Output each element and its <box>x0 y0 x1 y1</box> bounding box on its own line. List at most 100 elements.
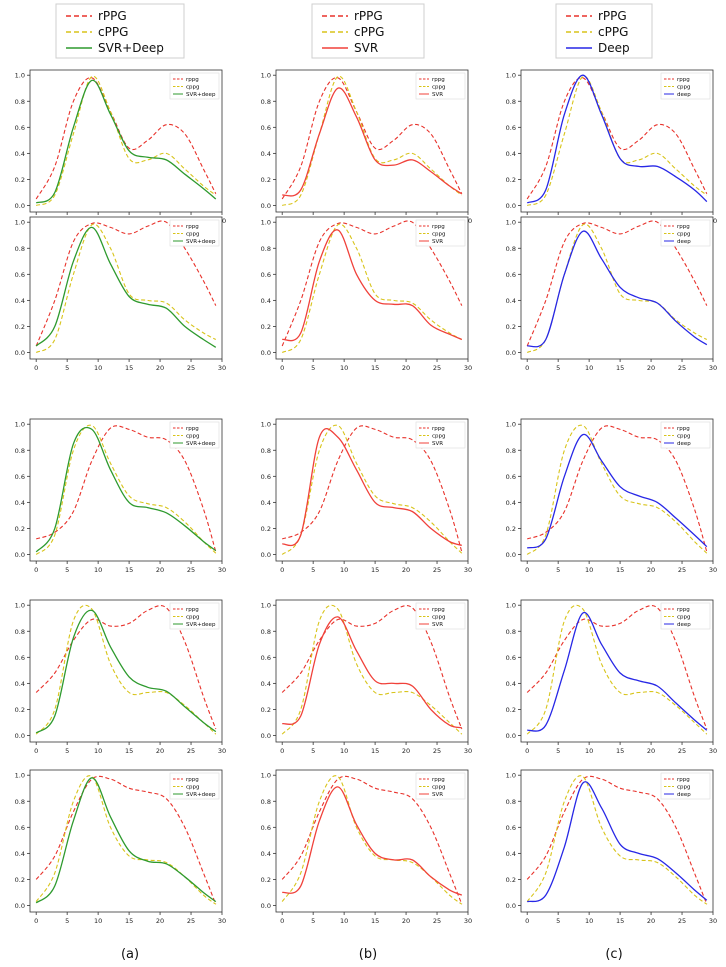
panel-legend-label: cppg <box>432 434 446 440</box>
y-tick-label: 1.0 <box>261 421 271 429</box>
panel-legend-label: cppg <box>186 615 200 621</box>
x-tick-label: 5 <box>311 566 315 574</box>
series-line-cppg <box>526 75 708 207</box>
y-tick-label: 0.6 <box>261 271 271 279</box>
x-tick-label: 5 <box>311 747 315 755</box>
panel-r2-c3: 0.0 0.2 0.4 0.6 0.8 1.0 0 5 10 15 20 25 30 rppg cppgde… <box>506 216 717 372</box>
panel-legend-label: cppg <box>432 615 446 621</box>
series-line-deep <box>526 433 708 549</box>
y-tick-label: 0.2 <box>261 706 271 714</box>
series-line-cppg <box>35 223 217 353</box>
panel-r3-c2: 0.0 0.2 0.4 0.6 0.8 1.0 0 5 10 15 20 25 30 rppg cppgSV… <box>261 418 472 574</box>
x-tick-label: 15 <box>616 917 624 925</box>
x-tick-label: 5 <box>556 364 560 372</box>
column-captions: (a) (b) (c) <box>121 947 623 962</box>
panel-legend-label: deep <box>677 792 691 798</box>
panel-grid: 0.00.20.40.60.81.0051015202530rppgcppgSV… <box>15 69 717 925</box>
series-line-deep <box>526 74 708 204</box>
x-tick-label: 20 <box>647 364 655 372</box>
y-tick-label: 0.4 <box>261 850 271 858</box>
series-line-svr_deep <box>35 79 217 204</box>
x-tick-label: 10 <box>585 747 593 755</box>
x-tick-label: 10 <box>585 917 593 925</box>
x-tick-label: 30 <box>218 566 226 574</box>
panel-legend-label: cppg <box>677 85 691 91</box>
y-tick-label: 0.4 <box>506 297 516 305</box>
x-tick-label: 30 <box>709 747 717 755</box>
x-tick-label: 0 <box>280 917 284 925</box>
panel-legend-label: SVR+deep <box>186 792 216 798</box>
y-tick-label: 0.8 <box>506 98 516 106</box>
y-tick-label: 0.0 <box>261 902 271 910</box>
y-tick-label: 0.0 <box>261 551 271 559</box>
x-tick-label: 25 <box>678 917 686 925</box>
x-tick-label: 20 <box>647 747 655 755</box>
x-tick-label: 15 <box>125 364 133 372</box>
y-tick-label: 0.8 <box>15 447 25 455</box>
series-line-rppg <box>35 77 217 200</box>
series-line-rppg <box>281 775 463 905</box>
x-tick-label: 5 <box>65 566 69 574</box>
y-tick-label: 0.6 <box>506 271 516 279</box>
x-tick-label: 0 <box>34 917 38 925</box>
y-tick-label: 0.2 <box>261 525 271 533</box>
column-caption: (c) <box>605 947 622 962</box>
panel-r4-c1: 0.0 0.2 0.4 0.6 0.8 1.0 0 5 10 15 20 25 30 rppg cppgSV… <box>15 599 226 755</box>
panel-legend-label: SVR <box>432 239 443 245</box>
panel-legend-label: rppg <box>186 607 199 613</box>
x-tick-label: 15 <box>371 364 379 372</box>
x-tick-label: 15 <box>125 566 133 574</box>
y-tick-label: 0.6 <box>261 824 271 832</box>
x-tick-label: 5 <box>311 364 315 372</box>
panel-legend-label: SVR+deep <box>186 622 216 628</box>
x-tick-label: 30 <box>709 917 717 925</box>
panel-r2-c1: 0.0 0.2 0.4 0.6 0.8 1.0 0 5 10 15 20 25 30 rppg cppgSV… <box>15 216 226 372</box>
series-line-deep <box>527 612 708 732</box>
y-tick-label: 0.8 <box>261 798 271 806</box>
y-tick-label: 0.4 <box>506 680 516 688</box>
x-tick-label: 30 <box>218 364 226 372</box>
x-tick-label: 15 <box>125 747 133 755</box>
top-legend-label: rPPG <box>98 9 127 23</box>
series-line-svr_deep <box>35 777 217 904</box>
y-tick-label: 0.4 <box>506 850 516 858</box>
x-tick-label: 25 <box>187 917 195 925</box>
x-tick-label: 5 <box>556 747 560 755</box>
top-legend-a: rPPG cPPG SVR+Deep <box>55 3 185 59</box>
series-line-svr <box>281 616 462 729</box>
x-tick-label: 25 <box>433 566 441 574</box>
panel-legend-label: cppg <box>186 85 200 91</box>
y-tick-label: 0.2 <box>261 876 271 884</box>
panel-r3-c3: 0.0 0.2 0.4 0.6 0.8 1.0 0 5 10 15 20 25 30 rppg cppgde… <box>506 418 717 574</box>
series-line-cppg <box>35 75 217 207</box>
x-tick-label: 10 <box>94 747 102 755</box>
x-tick-label: 30 <box>709 566 717 574</box>
panel-legend-label: cppg <box>432 85 446 91</box>
y-tick-label: 0.4 <box>261 680 271 688</box>
y-tick-label: 0.6 <box>506 824 516 832</box>
y-tick-label: 0.0 <box>15 732 25 740</box>
y-tick-label: 0.4 <box>261 297 271 305</box>
series-line-rppg <box>281 77 463 200</box>
panel-legend-label: rppg <box>186 426 199 432</box>
y-tick-label: 0.2 <box>15 876 25 884</box>
series-line-svr <box>281 229 463 342</box>
series-line-cppg <box>35 424 217 555</box>
series-line-rppg <box>526 775 708 905</box>
panel-legend-label: cppg <box>677 434 691 440</box>
panel-r1-c2: 0.00.20.40.60.81.0051015202530rppgcppgSV… <box>261 69 472 225</box>
x-tick-label: 20 <box>402 917 410 925</box>
x-tick-label: 0 <box>280 747 284 755</box>
top-legend-b: rPPG cPPG SVR <box>311 3 425 59</box>
series-line-cppg <box>281 775 463 905</box>
x-tick-label: 25 <box>678 747 686 755</box>
column-caption: (b) <box>359 947 377 962</box>
y-tick-label: 0.4 <box>15 850 25 858</box>
x-tick-label: 25 <box>187 566 195 574</box>
y-tick-label: 1.0 <box>15 72 25 80</box>
x-tick-label: 30 <box>464 917 472 925</box>
y-tick-label: 0.2 <box>15 525 25 533</box>
